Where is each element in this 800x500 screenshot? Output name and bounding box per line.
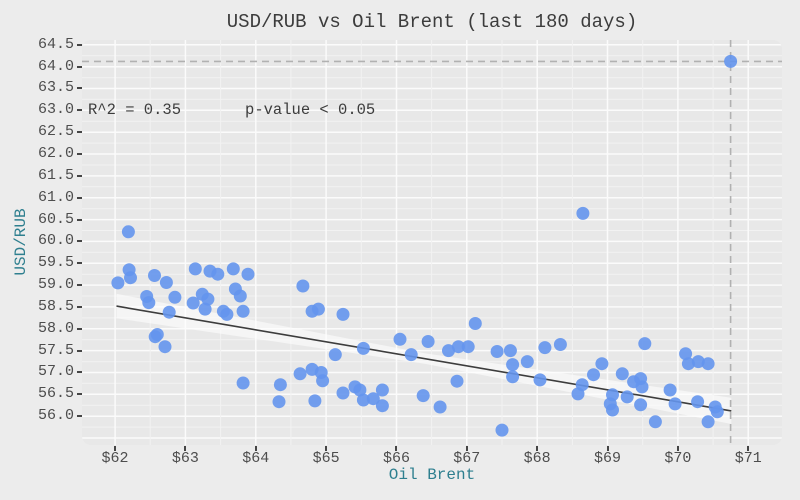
x-tick-mark <box>536 446 539 451</box>
y-tick-label: 63.0 <box>37 101 74 119</box>
x-tick-label: $63 <box>171 450 199 467</box>
x-tick-label: $62 <box>101 450 129 467</box>
y-tick-label: 61.5 <box>37 166 74 184</box>
y-tick-mark <box>77 174 82 177</box>
y-tick-label: 58.5 <box>37 297 74 315</box>
r2-annotation: R^2 = 0.35 <box>88 101 182 119</box>
y-tick-mark <box>77 349 82 352</box>
y-tick-mark <box>77 196 82 199</box>
y-tick-label: 59.0 <box>37 276 74 294</box>
y-tick-label: 58.0 <box>37 319 74 337</box>
scatter-plot-svg <box>82 40 782 445</box>
y-tick-mark <box>77 43 82 46</box>
y-tick-mark <box>77 393 82 396</box>
x-tick-mark <box>465 446 468 451</box>
y-tick-label: 64.5 <box>37 35 74 53</box>
x-tick-label: $70 <box>664 450 692 467</box>
x-axis-label: Oil Brent <box>388 466 476 484</box>
stats-annotation: R^2 = 0.35 p-value < 0.05 <box>88 101 375 119</box>
y-tick-mark <box>77 65 82 68</box>
y-tick-mark <box>77 240 82 243</box>
x-tick-mark <box>395 446 398 451</box>
plot-panel <box>82 40 782 445</box>
y-tick-label: 57.5 <box>37 341 74 359</box>
y-tick-mark <box>77 153 82 156</box>
y-tick-mark <box>77 305 82 308</box>
x-tick-mark <box>325 446 328 451</box>
y-tick-label: 57.0 <box>37 363 74 381</box>
x-tick-label: $68 <box>523 450 551 467</box>
chart-title: USD/RUB vs Oil Brent (last 180 days) <box>226 11 638 33</box>
x-tick-label: $66 <box>382 450 410 467</box>
x-tick-mark <box>606 446 609 451</box>
y-tick-label: 62.0 <box>37 145 74 163</box>
y-tick-mark <box>77 218 82 221</box>
y-tick-label: 56.0 <box>37 407 74 425</box>
y-tick-label: 56.5 <box>37 385 74 403</box>
x-tick-label: $65 <box>312 450 340 467</box>
x-tick-label: $69 <box>594 450 622 467</box>
x-tick-mark <box>676 446 679 451</box>
pvalue-annotation: p-value < 0.05 <box>245 101 376 119</box>
x-tick-mark <box>254 446 257 451</box>
y-tick-label: 59.5 <box>37 254 74 272</box>
x-tick-mark <box>747 446 750 451</box>
y-tick-label: 64.0 <box>37 57 74 75</box>
y-tick-label: 60.5 <box>37 210 74 228</box>
y-tick-mark <box>77 327 82 330</box>
y-tick-mark <box>77 371 82 374</box>
y-tick-mark <box>77 131 82 134</box>
y-tick-label: 60.0 <box>37 232 74 250</box>
y-tick-mark <box>77 87 82 90</box>
x-tick-mark <box>184 446 187 451</box>
y-tick-mark <box>77 415 82 418</box>
x-tick-mark <box>114 446 117 451</box>
y-tick-mark <box>77 262 82 265</box>
y-tick-label: 63.5 <box>37 79 74 97</box>
y-tick-mark <box>77 284 82 287</box>
x-tick-label: $71 <box>734 450 762 467</box>
x-tick-label: $64 <box>242 450 270 467</box>
y-tick-label: 62.5 <box>37 123 74 141</box>
x-tick-label: $67 <box>453 450 481 467</box>
y-tick-label: 61.0 <box>37 188 74 206</box>
y-tick-mark <box>77 109 82 112</box>
